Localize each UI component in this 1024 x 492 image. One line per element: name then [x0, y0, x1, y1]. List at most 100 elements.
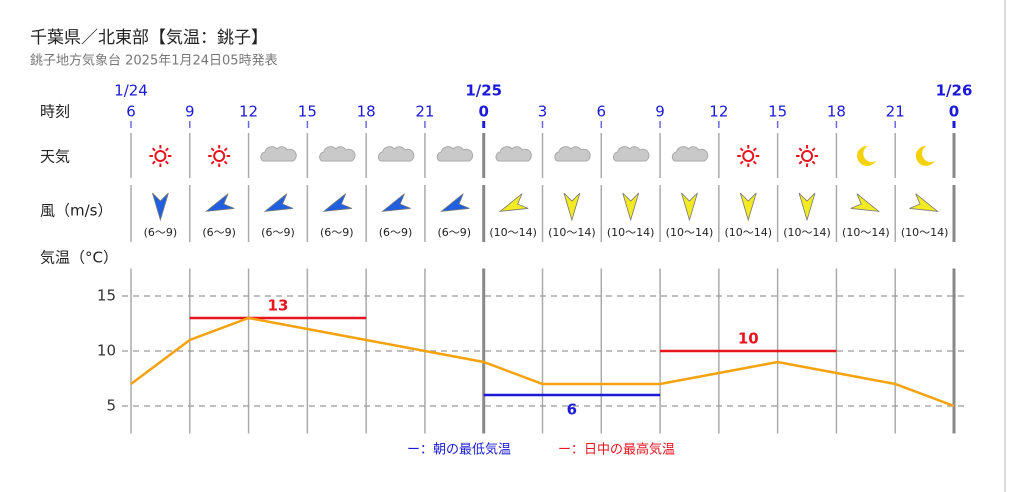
weather-icon	[857, 145, 876, 166]
cloud	[554, 146, 591, 162]
sun-ray	[223, 160, 228, 165]
legend-entry: ー：朝の最低気温	[407, 442, 511, 458]
row-label: 時刻	[40, 103, 70, 121]
sun-ray	[151, 160, 156, 165]
sun	[742, 150, 755, 162]
wind-label: (6〜9)	[202, 226, 236, 239]
y-tick-label: 15	[97, 287, 116, 305]
cloud	[495, 146, 532, 162]
star	[916, 150, 922, 156]
wind-label: (6〜9)	[379, 226, 413, 239]
sun-ray	[164, 147, 169, 152]
sun-ray	[210, 147, 215, 152]
sun-ray	[798, 147, 803, 152]
wind-label: (6〜9)	[144, 226, 178, 239]
date-label: 1/25	[465, 82, 502, 100]
row-label: 天気	[40, 148, 70, 166]
weather-icon	[260, 146, 297, 162]
weather-icon	[319, 146, 356, 162]
weather-icon	[613, 146, 650, 162]
wind-arrow	[204, 193, 235, 212]
wind-label: (10〜14)	[489, 226, 537, 239]
extreme-label: 13	[268, 297, 289, 315]
wind-arrow	[263, 193, 294, 212]
x-tick-label: 9	[655, 103, 665, 121]
sun-ray	[798, 160, 803, 165]
wind-label: (6〜9)	[320, 226, 354, 239]
wind-label: (10〜14)	[607, 226, 655, 239]
x-tick-label: 9	[185, 103, 195, 121]
wind-arrow	[850, 193, 881, 212]
wind-arrow	[440, 193, 470, 212]
wind-arrow	[909, 193, 939, 212]
x-tick-label: 18	[827, 103, 846, 121]
wind-arrow	[322, 193, 352, 212]
cloud	[319, 146, 356, 162]
y-tick-label: 5	[106, 397, 116, 415]
weather-icon	[495, 146, 532, 162]
wind-arrow	[681, 192, 698, 222]
sun-ray	[210, 160, 215, 165]
weather-icon	[436, 146, 474, 162]
wind-label: (10〜14)	[842, 226, 890, 239]
y-tick-label: 10	[97, 342, 116, 360]
weather-icon	[737, 145, 760, 167]
wind-arrow	[739, 192, 757, 222]
x-tick-label: 12	[709, 103, 728, 121]
wind-arrow	[381, 193, 411, 212]
wind-label: (10〜14)	[901, 226, 949, 239]
sun-ray	[223, 147, 228, 152]
row-label: 気温（°C）	[40, 249, 118, 267]
sun	[213, 150, 226, 162]
weather-icon	[554, 146, 591, 162]
sun-ray	[811, 160, 816, 165]
wind-arrow	[498, 193, 529, 212]
sun-ray	[151, 147, 156, 152]
sun-ray	[164, 160, 169, 165]
sun-ray	[752, 147, 757, 152]
extreme-label: 10	[738, 330, 759, 348]
star	[857, 150, 863, 156]
sun-ray	[752, 160, 757, 165]
wind-label: (10〜14)	[724, 226, 772, 239]
x-tick-label: 0	[478, 103, 488, 121]
sun-ray	[811, 147, 816, 152]
wind-label: (10〜14)	[666, 226, 714, 239]
wind-label: (10〜14)	[548, 226, 596, 239]
wind-label: (10〜14)	[783, 226, 831, 239]
x-tick-label: 21	[886, 103, 905, 121]
extreme-label: 6	[567, 401, 577, 419]
cloud	[613, 146, 650, 162]
weather-icon	[377, 146, 415, 162]
wind-arrow	[622, 192, 640, 222]
sun-ray	[739, 160, 744, 165]
weather-icon	[671, 146, 709, 162]
x-tick-label: 6	[597, 103, 607, 121]
x-tick-label: 3	[538, 103, 548, 121]
x-tick-label: 21	[415, 103, 434, 121]
wind-arrow	[152, 192, 169, 222]
cloud	[260, 146, 297, 162]
weather-icon	[796, 145, 819, 167]
wind-label: (6〜9)	[261, 226, 295, 239]
sun-ray	[739, 147, 744, 152]
x-tick-label: 12	[239, 103, 258, 121]
cloud	[671, 146, 709, 162]
row-label: 風（m/s）	[40, 202, 112, 220]
wind-arrow	[798, 192, 816, 222]
weather-icon	[915, 145, 935, 166]
cloud	[436, 146, 474, 162]
wind-arrow	[563, 192, 581, 222]
date-label: 1/26	[936, 82, 973, 100]
x-tick-label: 15	[768, 103, 787, 121]
sun	[154, 150, 167, 162]
weather-icon	[208, 145, 231, 167]
cloud	[377, 146, 415, 162]
date-label: 1/24	[114, 82, 148, 100]
moon	[857, 145, 876, 166]
title: 千葉県／北東部【気温：銚子】	[30, 28, 268, 48]
legend-entry: ー：日中の最高気温	[558, 442, 675, 458]
